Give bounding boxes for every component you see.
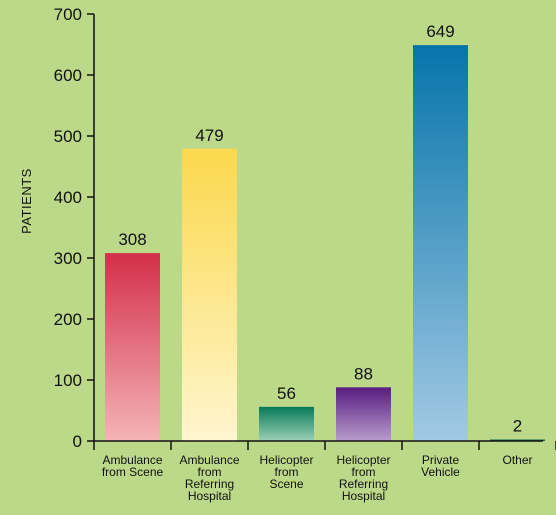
bar-3 bbox=[336, 387, 391, 441]
category-label-4: Private Vehicle bbox=[421, 453, 460, 479]
y-tick-label-7: 700 bbox=[54, 5, 82, 24]
data-label-1: 479 bbox=[195, 126, 223, 145]
y-tick-label-2: 200 bbox=[54, 310, 82, 329]
category-label-1: Ambulance from Referring Hospital bbox=[179, 453, 239, 503]
y-tick-label-5: 500 bbox=[54, 127, 82, 146]
category-label-5: Other bbox=[502, 453, 532, 467]
y-tick-label-0: 0 bbox=[73, 432, 82, 451]
y-axis-label: PATIENTS bbox=[19, 168, 34, 234]
data-label-0: 308 bbox=[118, 230, 146, 249]
y-tick-label-1: 100 bbox=[54, 371, 82, 390]
bar-1 bbox=[182, 148, 237, 441]
category-label-3: Helicopter from Referring Hospital bbox=[336, 453, 390, 503]
bar-2 bbox=[259, 406, 314, 441]
data-label-2: 56 bbox=[277, 384, 296, 403]
axes-layer bbox=[87, 13, 556, 450]
data-label-5: 2 bbox=[513, 417, 522, 436]
bars-layer bbox=[105, 45, 545, 442]
bar-4 bbox=[413, 45, 468, 442]
y-tick-label-6: 600 bbox=[54, 66, 82, 85]
data-label-4: 649 bbox=[426, 22, 454, 41]
y-tick-label-4: 400 bbox=[54, 188, 82, 207]
category-label-2: Helicopter from Scene bbox=[259, 453, 313, 491]
labels-layer: 0 100 200 300 400 500 600 700 308 Ambulance from S… bbox=[54, 5, 533, 503]
category-label-0: Ambulance from Scene bbox=[102, 453, 164, 479]
bar-0 bbox=[105, 253, 160, 441]
data-label-3: 88 bbox=[354, 364, 373, 383]
y-tick-label-3: 300 bbox=[54, 249, 82, 268]
